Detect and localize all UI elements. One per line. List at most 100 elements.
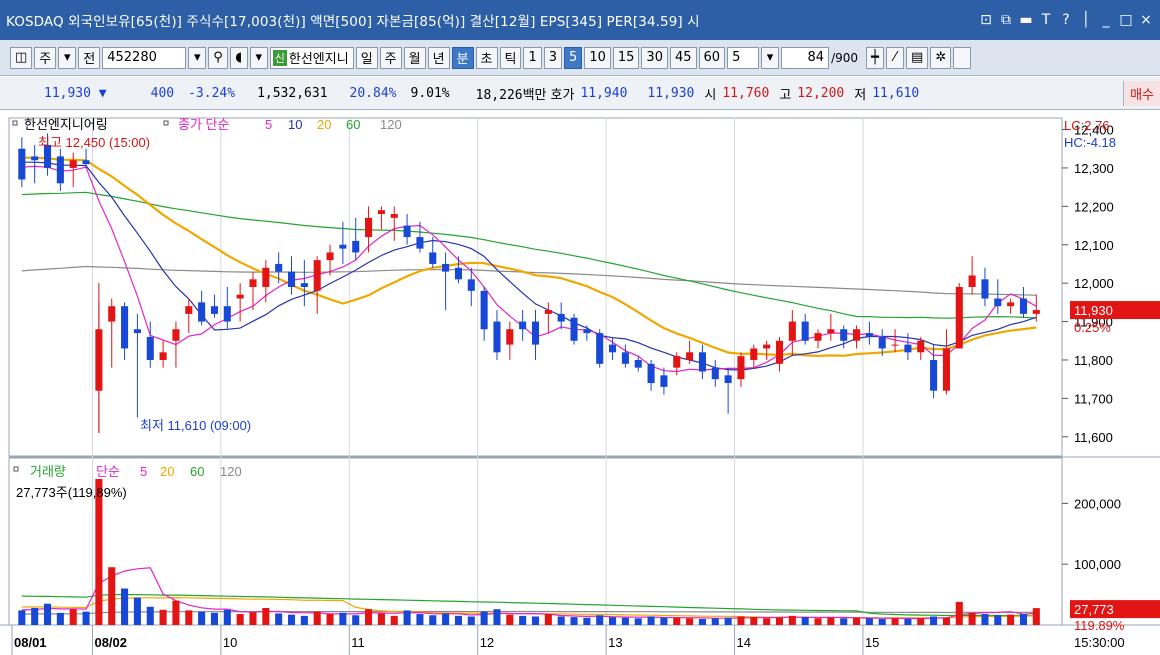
candle-body	[365, 217, 373, 238]
period-day[interactable]: 일	[355, 46, 378, 69]
volume-bar	[775, 617, 784, 625]
stock-name: 한선엔지니	[288, 52, 349, 67]
candle-body	[724, 375, 732, 384]
candle-body	[763, 344, 771, 349]
price-change: 400	[150, 85, 175, 101]
period-minute[interactable]: 분	[451, 46, 474, 69]
max-annotation: 최고 12,450 (15:00)	[38, 135, 150, 150]
interval-60[interactable]: 60	[698, 46, 726, 69]
search-icon[interactable]: ⚲	[208, 46, 228, 69]
interval-1[interactable]: 1	[523, 46, 542, 69]
ma60-line	[21, 191, 1037, 319]
period-tick[interactable]: 틱	[499, 46, 522, 69]
volume-bar	[146, 606, 154, 625]
candle-body	[942, 348, 950, 391]
candle-body	[660, 375, 668, 387]
gear-icon[interactable]: ✲	[930, 46, 952, 69]
interval-30[interactable]: 30	[641, 46, 668, 69]
open-price: 11,760	[722, 85, 770, 101]
min-annotation: 최저 11,610 (09:00)	[140, 418, 251, 433]
font-icon[interactable]: T	[1041, 12, 1051, 28]
type-select[interactable]: 주	[34, 46, 57, 69]
price-tick-label: 12,000	[1074, 276, 1114, 291]
candle-body	[159, 352, 167, 360]
candle-body	[570, 317, 578, 341]
candle-body	[531, 321, 540, 345]
volume-bar	[69, 609, 77, 625]
candle-body	[596, 333, 604, 364]
candle-body	[930, 359, 938, 391]
time-label: 11	[351, 635, 365, 650]
checkbox-icon[interactable]	[953, 46, 972, 69]
candle-body	[18, 148, 26, 180]
candle-body	[82, 160, 90, 165]
speaker-dropdown-icon[interactable]: ▾	[249, 46, 268, 69]
volume-bar	[352, 615, 360, 625]
volume-bar	[18, 610, 26, 625]
candle-body	[981, 279, 989, 299]
interval-10[interactable]: 10	[584, 46, 611, 69]
maximize-icon[interactable]: □	[1119, 12, 1133, 28]
line-tool-icon[interactable]: ⁄	[886, 46, 905, 69]
stock-chart[interactable]: 12,40012,30012,20012,10012,00011,90011,8…	[0, 110, 1160, 655]
volume-bar	[454, 615, 462, 625]
period-month[interactable]: 월	[403, 46, 426, 69]
volume-bar	[172, 600, 180, 625]
candle-body	[583, 329, 591, 334]
buy-button[interactable]: 매수	[1123, 80, 1160, 106]
code-dropdown-icon[interactable]: ▾	[188, 46, 207, 69]
candle-body	[506, 329, 514, 345]
period-week[interactable]: 주	[379, 46, 402, 69]
volume-bar	[133, 597, 141, 625]
interval-15[interactable]: 15	[612, 46, 640, 69]
low-label: 저	[854, 87, 867, 103]
volume-bar	[711, 618, 719, 625]
volume-bar	[878, 618, 886, 625]
interval-45[interactable]: 45	[669, 46, 697, 69]
save-icon[interactable]: ▤	[906, 46, 929, 69]
candle-icon[interactable]: ┿	[866, 46, 885, 69]
market-select[interactable]: 전	[78, 46, 101, 69]
volume-bar	[493, 609, 501, 625]
volume-bar	[1032, 608, 1040, 625]
volume-bar	[673, 617, 681, 625]
time-label: 15	[865, 635, 879, 650]
speaker-icon[interactable]: ◖	[229, 46, 248, 69]
volume-bar	[249, 612, 257, 625]
interval-5[interactable]: 5	[564, 46, 583, 69]
price-pane-frame	[8, 117, 1063, 457]
period-second[interactable]: 초	[475, 46, 498, 69]
interval-3[interactable]: 3	[543, 46, 563, 69]
volume-bar	[981, 614, 989, 625]
help-icon[interactable]: ?	[1062, 12, 1070, 28]
volume-bar	[287, 614, 296, 625]
volume-bar	[544, 614, 552, 625]
time-label: 08/02	[94, 635, 127, 650]
count-input[interactable]: 84	[781, 46, 830, 69]
time-label: 08/01	[14, 635, 47, 650]
volume-bar	[467, 616, 475, 625]
layout-icon[interactable]: ◫	[10, 46, 33, 69]
period-year[interactable]: 년	[427, 46, 450, 69]
volume-bar	[275, 613, 283, 625]
volume-bar	[698, 618, 706, 625]
minimize-icon[interactable]: _	[1102, 12, 1110, 28]
candle-body	[1007, 302, 1015, 307]
volume-bar	[31, 607, 39, 625]
interval-dropdown-icon[interactable]: ▾	[761, 46, 780, 69]
window-icon-2[interactable]: ⧉	[1001, 12, 1011, 28]
candle-body	[544, 310, 552, 314]
volume-ma-label: 단순	[96, 464, 120, 479]
pin-icon[interactable]: ▬	[1019, 12, 1033, 28]
stock-name-box[interactable]: 신 한선엔지니	[269, 46, 354, 69]
volume-bars	[18, 479, 1040, 625]
current-price: 11,930 ▼	[44, 85, 107, 101]
interval-input[interactable]: 5	[727, 46, 760, 69]
close-icon[interactable]: ×	[1140, 12, 1152, 28]
price-change-pct: -3.24%	[188, 85, 236, 101]
volume-bar	[82, 611, 90, 625]
type-dropdown-icon[interactable]: ▾	[58, 46, 77, 69]
window-icon-1[interactable]: ⊡	[980, 12, 992, 28]
code-input[interactable]: 452280	[102, 46, 187, 69]
candle-body	[621, 352, 629, 364]
